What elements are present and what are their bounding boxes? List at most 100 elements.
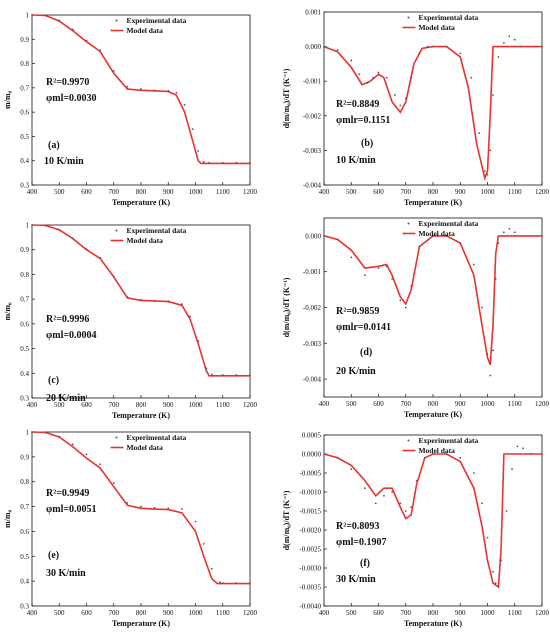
experimental-point	[410, 506, 413, 509]
y-tick-label: 0.3	[20, 603, 29, 611]
y-tick-label: 0.0000	[302, 451, 322, 459]
y-tick-label: 0.6	[20, 320, 29, 328]
experimental-point	[410, 76, 413, 79]
experimental-point	[410, 285, 413, 287]
y-axis-title: d(m/m₀)/dT (K⁻¹)	[282, 68, 291, 128]
x-tick-label: 500	[54, 188, 65, 196]
y-tick-label: 0.6	[20, 109, 29, 117]
legend-experimental-marker	[407, 439, 410, 442]
y-tick-label: -0.001	[303, 268, 322, 276]
x-tick-label: 700	[109, 609, 120, 617]
experimental-point	[445, 235, 448, 237]
legend-model-label: Model data	[126, 26, 163, 35]
phi-annotation: φml=0.0004	[46, 330, 97, 341]
x-tick-label: 1100	[508, 400, 522, 408]
y-tick-label: -0.0020	[299, 527, 321, 535]
experimental-point	[350, 468, 353, 471]
experimental-point	[459, 456, 462, 459]
experimental-point	[140, 298, 142, 301]
y-tick-label: 0.001	[305, 9, 321, 17]
x-tick-label: 1000	[189, 401, 204, 409]
legend-model-label: Model data	[418, 23, 455, 32]
experimental-point	[494, 277, 497, 280]
experimental-point	[497, 242, 500, 244]
panel-f: 400 500 600 700 800 900 1000 1100 1200 -0.0040 -0.…	[282, 432, 550, 629]
experimental-point	[513, 38, 516, 41]
experimental-point	[502, 42, 505, 45]
experimental-point	[197, 150, 200, 152]
experimental-point	[486, 353, 489, 355]
y-tick-label: -0.0030	[299, 565, 321, 573]
panel-d: 400 500 600 700 800 900 1000 1100 1200 -0.004 -0.0…	[282, 217, 550, 419]
experimental-point	[99, 463, 102, 466]
y-tick-label: 0.4	[20, 370, 29, 378]
x-axis-title: Temperature (K)	[404, 198, 462, 207]
experimental-point	[530, 453, 532, 455]
experimental-point	[478, 132, 481, 135]
experimental-point	[202, 161, 205, 163]
experimental-point	[418, 52, 421, 55]
x-tick-label: 900	[455, 188, 466, 196]
experimental-point	[350, 256, 353, 259]
x-tick-label: 800	[428, 188, 439, 196]
y-tick-label: -0.002	[303, 304, 322, 312]
experimental-point	[481, 502, 483, 505]
experimental-point	[426, 45, 429, 48]
experimental-point	[500, 559, 503, 562]
x-tick-label: 600	[81, 609, 92, 617]
experimental-point	[494, 582, 497, 585]
heating-rate-label: 20 K/min	[336, 366, 376, 377]
x-tick-label: 800	[136, 609, 147, 617]
y-axis-title: m/m₀	[3, 90, 12, 109]
y-tick-label: -0.0005	[299, 470, 321, 478]
experimental-point	[497, 56, 500, 58]
x-tick-label: 900	[163, 188, 174, 196]
experimental-point	[71, 237, 74, 240]
experimental-point	[31, 431, 33, 433]
experimental-point	[508, 227, 511, 230]
model-series-line	[323, 453, 542, 589]
x-tick-label: 1200	[535, 400, 550, 408]
x-axis-title: Temperature (K)	[112, 198, 170, 207]
x-tick-label: 900	[163, 609, 174, 617]
experimental-point	[541, 235, 543, 237]
y-tick-label: 0.9	[20, 246, 29, 254]
experimental-point	[481, 306, 483, 309]
x-tick-label: 1200	[535, 188, 550, 196]
experimental-point	[385, 265, 388, 268]
experimental-point	[71, 443, 74, 446]
x-tick-label: 800	[428, 400, 439, 408]
experimental-point	[85, 248, 88, 251]
legend-experimental-label: Experimental data	[126, 433, 186, 442]
experimental-point	[505, 510, 508, 512]
experimental-point	[502, 231, 505, 234]
x-tick-label: 500	[346, 188, 357, 196]
y-tick-label: -0.001	[303, 78, 322, 86]
panel-b: 400 500 600 700 800 900 1000 1100 1200 -0.004 -0.0…	[282, 9, 550, 208]
experimental-point	[202, 542, 205, 545]
experimental-point	[112, 482, 115, 484]
experimental-point	[445, 453, 448, 455]
experimental-point	[189, 315, 191, 318]
experimental-point	[385, 76, 388, 79]
experimental-point	[383, 494, 385, 497]
experimental-point	[415, 479, 418, 482]
x-tick-label: 800	[428, 609, 439, 617]
y-tick-label: 0.3	[20, 395, 29, 403]
legend-experimental-marker	[115, 19, 118, 22]
x-tick-label: 1200	[535, 609, 550, 617]
experimental-point	[336, 456, 339, 459]
y-tick-label: -0.0040	[299, 603, 321, 611]
y-tick-label: 0.5	[20, 553, 29, 561]
panel-a: 400 500 600 700 800 900 1000 1100 1200 0.3 0.4 0.5 0…	[3, 12, 258, 208]
x-axis-title: Temperature (K)	[404, 619, 462, 628]
panel-label: (f)	[360, 558, 370, 569]
y-tick-label: -0.0010	[299, 489, 321, 497]
x-tick-label: 400	[27, 609, 38, 617]
y-tick-label: 1	[26, 12, 30, 20]
r-squared-annotation: R²=0.9996	[46, 314, 89, 325]
experimental-point	[153, 89, 156, 92]
experimental-point	[363, 487, 366, 490]
experimental-point	[140, 505, 142, 508]
